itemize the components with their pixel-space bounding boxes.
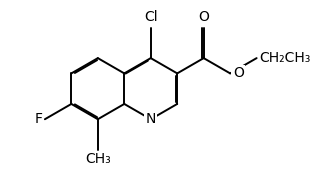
Text: CH₃: CH₃ <box>85 152 111 166</box>
Text: Cl: Cl <box>144 10 157 24</box>
Text: N: N <box>146 112 156 126</box>
Text: CH₂CH₃: CH₂CH₃ <box>259 51 311 65</box>
Text: O: O <box>198 10 209 24</box>
Text: F: F <box>34 112 42 126</box>
Text: O: O <box>233 66 244 80</box>
